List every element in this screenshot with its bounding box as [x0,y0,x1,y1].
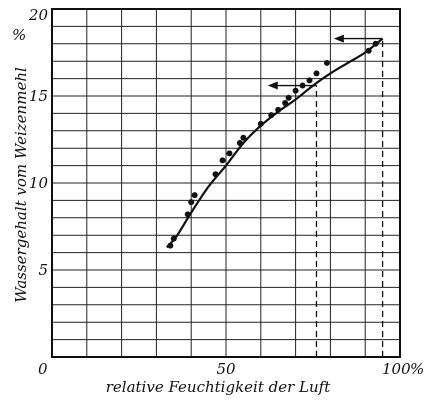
arrow-head-icon [267,81,278,90]
data-point [365,47,372,54]
data-point [372,40,379,47]
data-point [292,87,299,94]
fit-curve [165,37,384,249]
x-unit-label: % [410,360,424,378]
y-tick-label: 15 [29,87,48,105]
arrow-head-icon [333,34,344,43]
data-point [240,134,247,141]
data-point [299,82,306,89]
data-point [268,112,275,119]
data-point [170,235,177,242]
data-point [188,199,195,206]
y-axis-title: Wassergehalt vom Weizenmehl [12,67,30,303]
fit-curve-layer [165,37,384,249]
annotations [267,34,384,357]
data-point [212,171,219,178]
y-tick-label: 20 [28,6,49,24]
tick-labels: 0 50 100 5 10 15 20 [28,6,411,378]
grid [52,9,400,357]
data-point [226,150,233,157]
data-point [257,120,264,127]
data-point [191,192,198,199]
data-points [167,40,379,249]
y-tick-label: 10 [29,174,49,192]
data-point [282,99,289,106]
x-tick-label: 0 [38,360,48,378]
x-tick-label: 50 [216,360,236,378]
y-tick-label: 5 [38,261,48,279]
x-tick-label: 100 [382,360,411,378]
data-point [275,106,282,113]
data-point [167,242,174,249]
data-point [323,59,330,66]
data-point [184,211,191,218]
y-unit-label: % [12,26,26,44]
data-point [313,70,320,77]
data-point [285,94,292,101]
x-axis-title: relative Feuchtigkeit der Luft [106,378,331,396]
plot-frame [51,8,401,358]
data-point [236,139,243,146]
data-point [219,157,226,164]
data-point [306,77,313,84]
